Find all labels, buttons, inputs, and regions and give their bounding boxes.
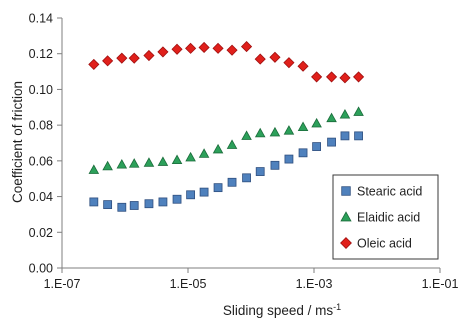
x-axis-title: Sliding speed / ms-1 (223, 302, 341, 318)
legend-label: Elaidic acid (357, 211, 420, 225)
x-tick-label: 1.E-07 (44, 277, 81, 291)
y-tick-label: 0.12 (29, 47, 53, 61)
data-point (284, 154, 294, 164)
data-point (157, 46, 169, 58)
data-point (102, 55, 114, 67)
data-point (89, 197, 99, 207)
data-point (241, 130, 252, 140)
data-point (212, 143, 224, 154)
y-tick-label: 0.14 (29, 12, 53, 26)
data-point (198, 148, 210, 158)
data-point (254, 127, 266, 138)
data-point (212, 42, 224, 54)
data-point (297, 60, 309, 72)
data-point (226, 44, 238, 56)
y-tick-label: 0.10 (29, 83, 53, 97)
x-axis-title-superscript: -1 (333, 302, 341, 312)
data-point (327, 137, 336, 147)
x-tick-label: 1.E-03 (296, 277, 333, 291)
series-oleic-acid (88, 41, 365, 84)
data-point (143, 49, 155, 62)
legend-label: Oleic acid (357, 237, 412, 251)
data-point (353, 106, 364, 116)
data-point (298, 148, 308, 158)
data-point (297, 121, 309, 132)
data-point (254, 53, 266, 65)
data-point (185, 42, 197, 54)
data-point (129, 201, 139, 210)
data-point (117, 202, 127, 212)
data-point (116, 159, 128, 169)
axes (61, 18, 440, 269)
data-point (128, 52, 140, 64)
data-point (128, 158, 140, 168)
data-point (311, 71, 323, 83)
data-point (157, 156, 169, 166)
data-point (325, 71, 338, 83)
data-point (226, 139, 238, 149)
legend-marker (340, 237, 352, 249)
data-point (283, 57, 295, 69)
data-point (255, 167, 265, 176)
data-point (172, 194, 182, 204)
data-point (326, 112, 337, 123)
data-point (227, 177, 237, 187)
data-point (283, 125, 295, 135)
data-point (102, 160, 113, 171)
y-axis-ticks: 0.00 0.02 0.04 0.06 0.08 0.10 0.12 0.14 (29, 12, 62, 276)
data-point (171, 43, 183, 55)
legend-marker (341, 186, 351, 196)
data-point (242, 173, 251, 183)
data-point (311, 117, 322, 128)
y-tick-label: 0.04 (29, 190, 53, 204)
x-tick-label: 1.E-05 (170, 277, 207, 291)
legend: Stearic acid Elaidic acid Oleic acid (332, 174, 439, 260)
data-point (312, 142, 322, 151)
data-point (171, 154, 183, 165)
data-point (354, 131, 363, 141)
data-point (158, 197, 168, 207)
x-tick-label: 1.E-01 (422, 277, 459, 291)
data-point (213, 183, 223, 193)
data-point (240, 41, 253, 53)
data-point (103, 200, 113, 210)
y-tick-label: 0.08 (29, 119, 53, 133)
data-markers (88, 41, 365, 212)
data-point (186, 190, 196, 200)
x-axis-title-main: Sliding speed / ms (223, 303, 334, 318)
data-point (116, 52, 128, 64)
data-point (340, 131, 350, 141)
data-point (143, 157, 155, 167)
legend-marker (340, 211, 352, 222)
data-point (88, 58, 100, 70)
data-point (185, 151, 196, 162)
data-point (270, 160, 280, 170)
data-point (198, 41, 210, 54)
x-axis-ticks: 1.E-07 1.E-05 1.E-03 1.E-01 (44, 268, 459, 291)
y-tick-label: 0.06 (29, 154, 53, 168)
data-point (339, 109, 351, 119)
legend-label: Stearic acid (357, 185, 422, 199)
data-point (269, 51, 281, 63)
y-tick-label: 0.00 (29, 262, 53, 276)
data-point (199, 187, 209, 197)
data-point (339, 72, 351, 84)
data-point (353, 71, 365, 83)
series-stearic-acid (89, 131, 363, 212)
data-point (269, 126, 281, 137)
data-point (144, 199, 154, 209)
data-point (88, 164, 100, 174)
y-tick-label: 0.02 (29, 226, 53, 240)
y-axis-title: Coefficient of friction (10, 81, 25, 203)
legend-box (332, 174, 439, 260)
series-elaidic-acid (88, 106, 364, 174)
